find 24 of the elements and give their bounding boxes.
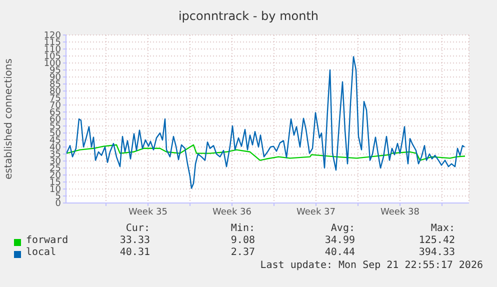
x-tick-label: Week 36 xyxy=(212,207,252,218)
y-tick-label: 0 xyxy=(55,199,62,210)
text: Min: xyxy=(230,223,255,234)
line-series xyxy=(66,56,466,189)
text: Avg: xyxy=(330,223,355,234)
text: 125.42 xyxy=(418,235,455,246)
legend-label: forward xyxy=(26,235,68,246)
text: Max: xyxy=(430,223,455,234)
x-tick-label: Week 35 xyxy=(128,207,168,218)
legend-label: local xyxy=(26,247,56,258)
text: Last update: Mon Sep 21 22:55:17 2026 xyxy=(260,260,483,271)
x-tick-label: Week 38 xyxy=(380,207,420,218)
text: 2.37 xyxy=(230,247,255,258)
text: 40.44 xyxy=(324,247,355,258)
line-series xyxy=(66,144,466,161)
y-axis-title: established connections xyxy=(4,58,15,180)
text: Cur: xyxy=(124,223,150,234)
text: 9.08 xyxy=(230,235,255,246)
text: 394.33 xyxy=(418,247,455,258)
text: 33.33 xyxy=(118,235,150,246)
text: 40.31 xyxy=(118,247,150,258)
x-tick-label: Week 37 xyxy=(296,207,336,218)
text: 34.99 xyxy=(324,235,355,246)
chart-title: ipconntrack - by month xyxy=(177,9,320,23)
